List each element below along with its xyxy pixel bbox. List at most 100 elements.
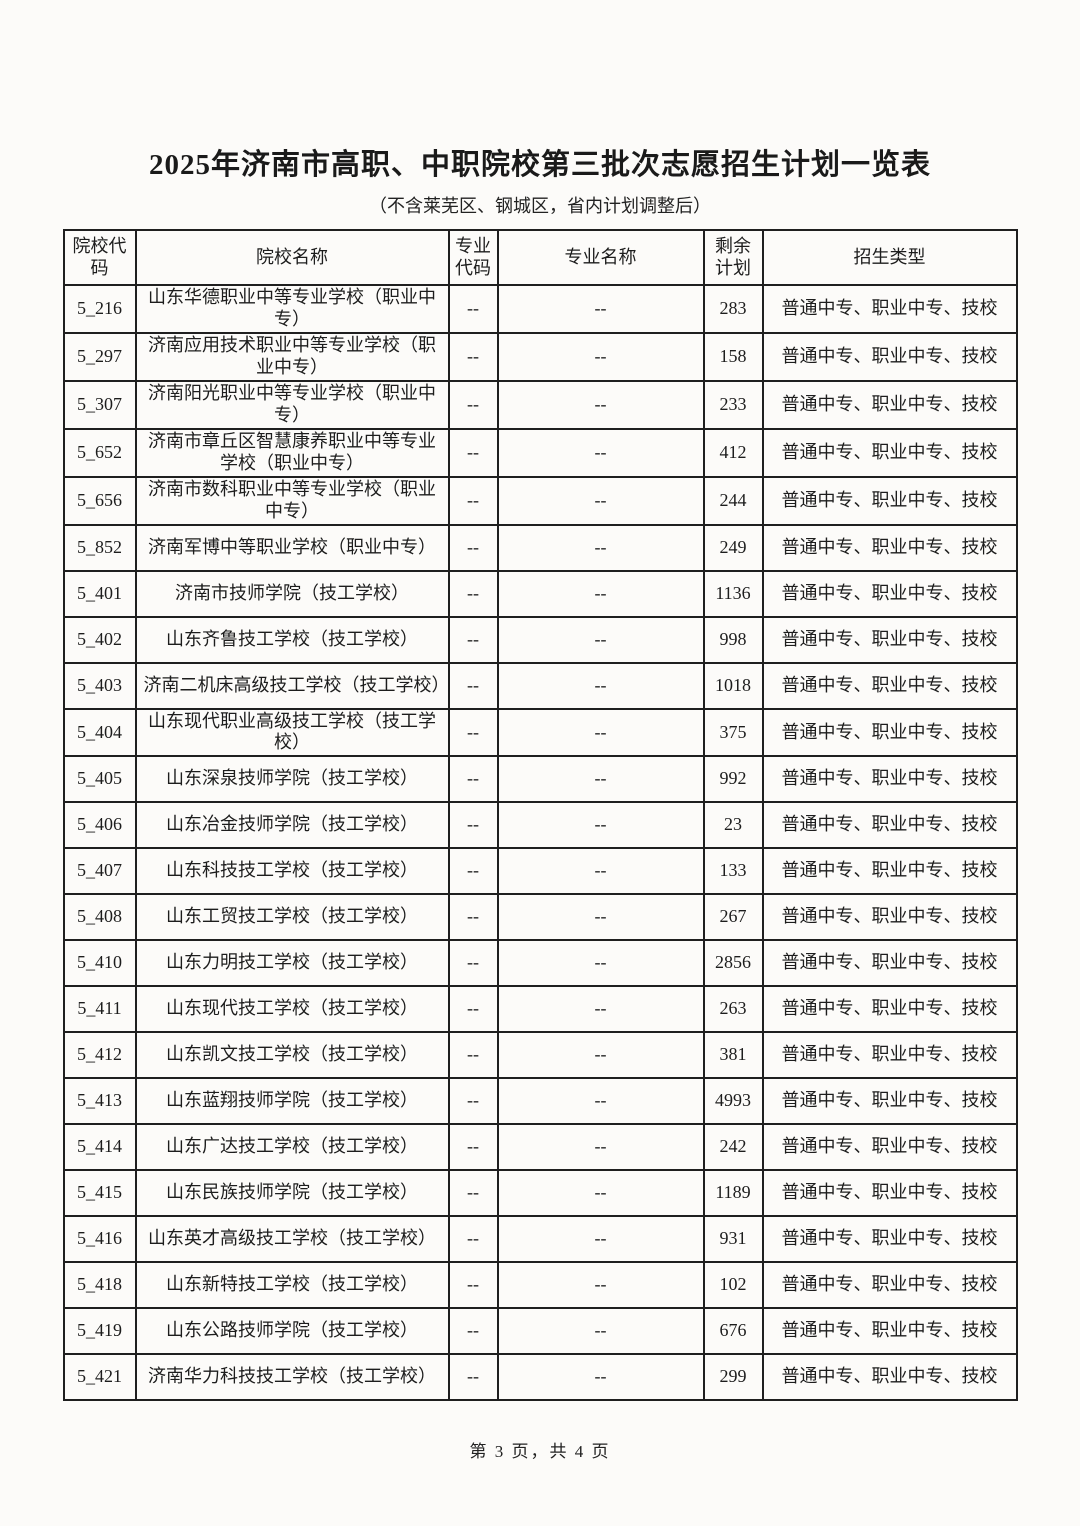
- major-name-cell: --: [496, 475, 705, 526]
- college-code-cell: 5_416: [62, 1215, 137, 1264]
- major-code-cell: --: [447, 1261, 499, 1310]
- college-code-cell: 5_852: [62, 523, 137, 572]
- major-name-cell: --: [496, 284, 705, 334]
- enrollment-type-cell: 普通中专、职业中专、技校: [761, 1215, 1018, 1264]
- remaining-plan-cell: 992: [702, 755, 764, 804]
- remaining-plan-cell: 1136: [702, 569, 764, 618]
- college-name-cell: 济南阳光职业中等专业学校（职业中专）: [134, 379, 450, 430]
- remaining-plan-cell: 299: [702, 1353, 764, 1402]
- major-code-cell: --: [447, 1169, 499, 1218]
- table-row: 5_652 济南市章丘区智慧康养职业中等专业学校（职业中专） -- -- 412…: [62, 427, 1018, 478]
- major-code-cell: --: [447, 569, 499, 618]
- college-name-cell: 山东齐鲁技工学校（技工学校）: [134, 615, 450, 664]
- college-name-cell: 济南市章丘区智慧康养职业中等专业学校（职业中专）: [134, 427, 450, 478]
- remaining-plan-cell: 263: [702, 985, 764, 1034]
- college-code-cell: 5_419: [62, 1307, 137, 1356]
- major-code-cell: --: [447, 379, 499, 430]
- college-name-cell: 山东现代职业高级技工学校（技工学校）: [134, 707, 450, 758]
- table-row: 5_405 山东深泉技师学院（技工学校） -- -- 992 普通中专、职业中专…: [62, 755, 1018, 804]
- table-body: 5_216 山东华德职业中等专业学校（职业中专） -- -- 283 普通中专、…: [62, 284, 1018, 1402]
- table-row: 5_408 山东工贸技工学校（技工学校） -- -- 267 普通中专、职业中专…: [62, 893, 1018, 942]
- enrollment-type-cell: 普通中专、职业中专、技校: [761, 1031, 1018, 1080]
- column-header-major-name: 专业名称: [496, 229, 705, 286]
- column-header-remaining-plan: 剩余计划: [702, 229, 764, 286]
- major-code-cell: --: [447, 661, 499, 710]
- college-code-cell: 5_411: [62, 985, 137, 1034]
- college-code-cell: 5_307: [62, 379, 137, 430]
- major-name-cell: --: [496, 379, 705, 430]
- remaining-plan-cell: 375: [702, 707, 764, 758]
- enrollment-type-cell: 普通中专、职业中专、技校: [761, 707, 1018, 758]
- remaining-plan-cell: 4993: [702, 1077, 764, 1126]
- college-name-cell: 济南市数科职业中等专业学校（职业中专）: [134, 475, 450, 526]
- major-code-cell: --: [447, 615, 499, 664]
- table-row: 5_297 济南应用技术职业中等专业学校（职业中专） -- -- 158 普通中…: [62, 331, 1018, 382]
- major-code-cell: --: [447, 1123, 499, 1172]
- table-row: 5_418 山东新特技工学校（技工学校） -- -- 102 普通中专、职业中专…: [62, 1261, 1018, 1310]
- column-header-college-code: 院校代码: [62, 229, 137, 286]
- college-code-cell: 5_402: [62, 615, 137, 664]
- table-row: 5_852 济南军博中等职业学校（职业中专） -- -- 249 普通中专、职业…: [62, 523, 1018, 572]
- college-code-cell: 5_403: [62, 661, 137, 710]
- major-name-cell: --: [496, 1077, 705, 1126]
- college-code-cell: 5_413: [62, 1077, 137, 1126]
- college-name-cell: 山东深泉技师学院（技工学校）: [134, 755, 450, 804]
- major-name-cell: --: [496, 1215, 705, 1264]
- table-row: 5_407 山东科技技工学校（技工学校） -- -- 133 普通中专、职业中专…: [62, 847, 1018, 896]
- remaining-plan-cell: 283: [702, 284, 764, 334]
- major-code-cell: --: [447, 1031, 499, 1080]
- enrollment-plan-table: 院校代码 院校名称 专业代码 专业名称 剩余计划 招生类型 5_216 山东华德…: [62, 229, 1018, 1402]
- table-row: 5_656 济南市数科职业中等专业学校（职业中专） -- -- 244 普通中专…: [62, 475, 1018, 526]
- major-code-cell: --: [447, 985, 499, 1034]
- college-code-cell: 5_412: [62, 1031, 137, 1080]
- college-code-cell: 5_410: [62, 939, 137, 988]
- major-code-cell: --: [447, 893, 499, 942]
- enrollment-type-cell: 普通中专、职业中专、技校: [761, 523, 1018, 572]
- table-row: 5_403 济南二机床高级技工学校（技工学校） -- -- 1018 普通中专、…: [62, 661, 1018, 710]
- enrollment-type-cell: 普通中专、职业中专、技校: [761, 939, 1018, 988]
- page-number: 第 3 页，共 4 页: [469, 1442, 611, 1461]
- major-name-cell: --: [496, 939, 705, 988]
- table-row: 5_404 山东现代职业高级技工学校（技工学校） -- -- 375 普通中专、…: [62, 707, 1018, 758]
- enrollment-type-cell: 普通中专、职业中专、技校: [761, 331, 1018, 382]
- table-header-row: 院校代码 院校名称 专业代码 专业名称 剩余计划 招生类型: [62, 229, 1018, 286]
- college-code-cell: 5_216: [62, 284, 137, 334]
- major-code-cell: --: [447, 427, 499, 478]
- major-name-cell: --: [496, 1123, 705, 1172]
- major-code-cell: --: [447, 939, 499, 988]
- column-header-college-name: 院校名称: [134, 229, 450, 286]
- enrollment-type-cell: 普通中专、职业中专、技校: [761, 1077, 1018, 1126]
- major-code-cell: --: [447, 284, 499, 334]
- college-name-cell: 济南二机床高级技工学校（技工学校）: [134, 661, 450, 710]
- major-name-cell: --: [496, 847, 705, 896]
- major-name-cell: --: [496, 1353, 705, 1402]
- college-code-cell: 5_407: [62, 847, 137, 896]
- college-name-cell: 山东凯文技工学校（技工学校）: [134, 1031, 450, 1080]
- table-row: 5_415 山东民族技师学院（技工学校） -- -- 1189 普通中专、职业中…: [62, 1169, 1018, 1218]
- remaining-plan-cell: 676: [702, 1307, 764, 1356]
- college-name-cell: 山东公路技师学院（技工学校）: [134, 1307, 450, 1356]
- major-code-cell: --: [447, 1307, 499, 1356]
- college-code-cell: 5_406: [62, 801, 137, 850]
- remaining-plan-cell: 242: [702, 1123, 764, 1172]
- major-name-cell: --: [496, 569, 705, 618]
- major-name-cell: --: [496, 523, 705, 572]
- table-row: 5_411 山东现代技工学校（技工学校） -- -- 263 普通中专、职业中专…: [62, 985, 1018, 1034]
- table-row: 5_402 山东齐鲁技工学校（技工学校） -- -- 998 普通中专、职业中专…: [62, 615, 1018, 664]
- major-code-cell: --: [447, 1215, 499, 1264]
- enrollment-type-cell: 普通中专、职业中专、技校: [761, 985, 1018, 1034]
- major-name-cell: --: [496, 755, 705, 804]
- enrollment-type-cell: 普通中专、职业中专、技校: [761, 1123, 1018, 1172]
- college-name-cell: 山东英才高级技工学校（技工学校）: [134, 1215, 450, 1264]
- college-name-cell: 山东现代技工学校（技工学校）: [134, 985, 450, 1034]
- major-name-cell: --: [496, 707, 705, 758]
- remaining-plan-cell: 102: [702, 1261, 764, 1310]
- remaining-plan-cell: 249: [702, 523, 764, 572]
- remaining-plan-cell: 267: [702, 893, 764, 942]
- table-row: 5_419 山东公路技师学院（技工学校） -- -- 676 普通中专、职业中专…: [62, 1307, 1018, 1356]
- table-row: 5_406 山东冶金技师学院（技工学校） -- -- 23 普通中专、职业中专、…: [62, 801, 1018, 850]
- page-subtitle: （不含莱芜区、钢城区，省内计划调整后）: [369, 196, 711, 216]
- major-name-cell: --: [496, 1169, 705, 1218]
- college-name-cell: 济南华力科技技工学校（技工学校）: [134, 1353, 450, 1402]
